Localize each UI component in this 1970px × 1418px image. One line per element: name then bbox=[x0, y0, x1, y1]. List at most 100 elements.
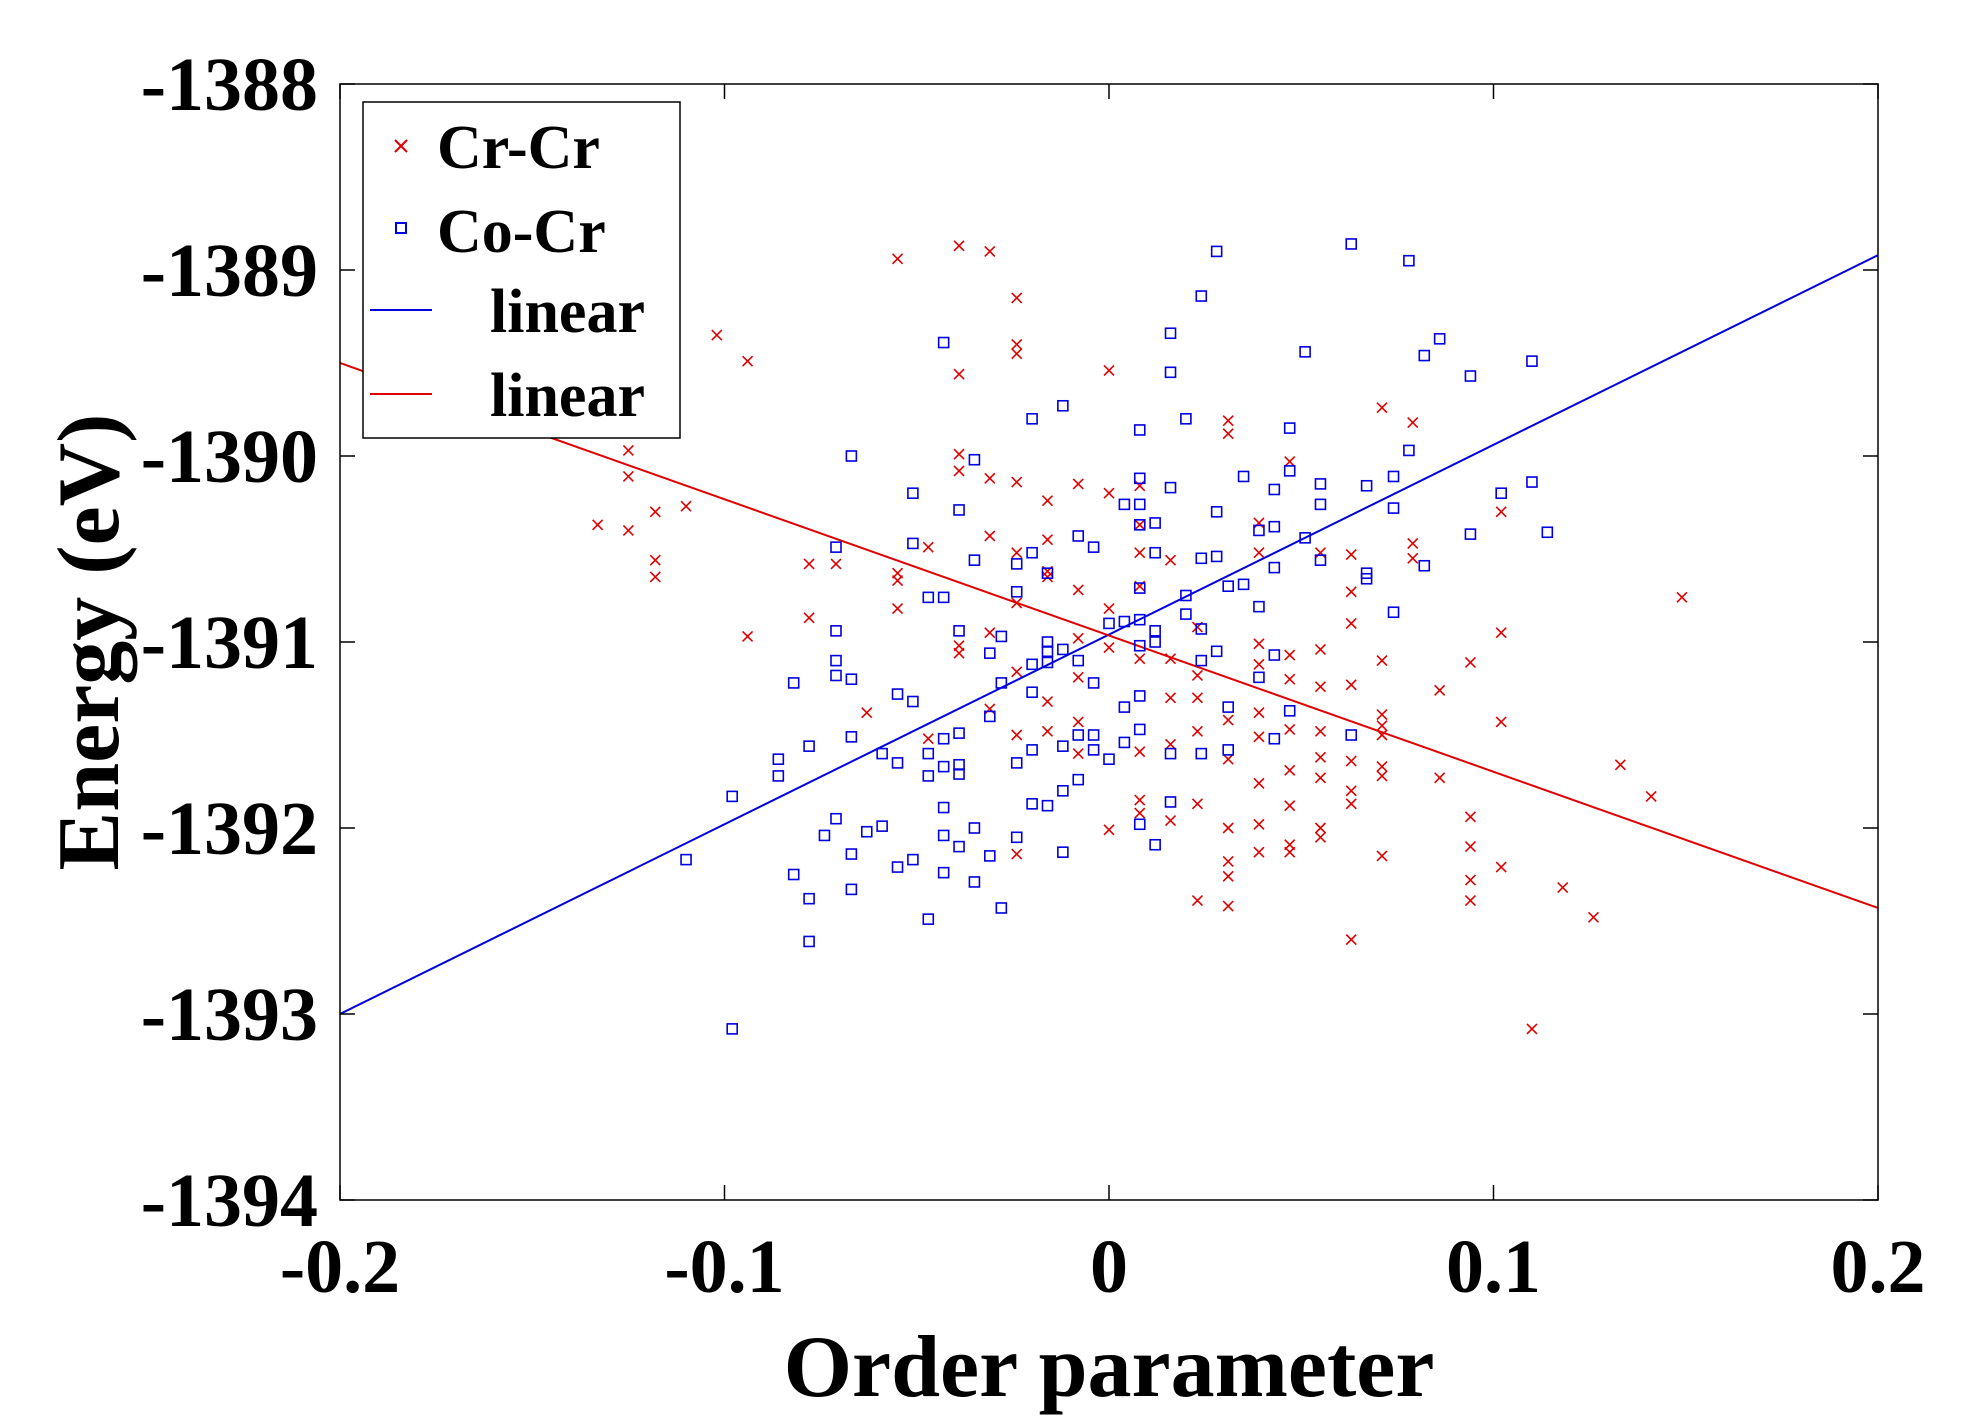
point-co-cr bbox=[830, 812, 842, 825]
x-axis-title: Order parameter bbox=[784, 1319, 1435, 1416]
x-tick-label: 0.2 bbox=[1831, 1225, 1926, 1309]
point-co-cr bbox=[1418, 559, 1431, 572]
point-co-cr bbox=[845, 883, 858, 896]
point-co-cr bbox=[818, 829, 831, 842]
y-axis-title: Energy (eV) bbox=[41, 414, 138, 871]
point-cr-cr bbox=[1072, 716, 1084, 728]
point-co-cr bbox=[1133, 639, 1146, 652]
point-co-cr bbox=[1118, 498, 1131, 511]
point-cr-cr bbox=[1134, 480, 1146, 492]
point-cr-cr bbox=[1314, 772, 1327, 784]
point-cr-cr bbox=[1345, 679, 1357, 691]
point-co-cr bbox=[1195, 747, 1208, 760]
point-cr-cr bbox=[711, 329, 723, 341]
point-cr-cr bbox=[622, 524, 634, 536]
point-co-cr bbox=[1268, 561, 1281, 574]
point-co-cr bbox=[1010, 831, 1023, 844]
point-cr-cr bbox=[1253, 517, 1265, 529]
fit-lines bbox=[340, 254, 1878, 1015]
point-co-cr bbox=[1103, 753, 1115, 765]
point-cr-cr bbox=[1222, 900, 1234, 912]
point-cr-cr bbox=[1314, 547, 1327, 559]
point-co-cr bbox=[891, 757, 904, 769]
point-co-cr bbox=[1195, 290, 1208, 302]
point-cr-cr bbox=[1134, 746, 1146, 758]
point-co-cr bbox=[845, 848, 858, 860]
point-cr-cr bbox=[953, 465, 965, 477]
point-co-cr bbox=[1180, 589, 1192, 602]
point-co-cr bbox=[1433, 333, 1446, 345]
point-cr-cr bbox=[1134, 807, 1146, 819]
point-cr-cr bbox=[1011, 348, 1023, 360]
y-tick-label: -1393 bbox=[141, 973, 318, 1057]
point-co-cr bbox=[876, 747, 888, 760]
point-co-cr bbox=[1418, 349, 1431, 362]
point-cr-cr bbox=[1253, 818, 1265, 830]
point-co-cr bbox=[1403, 444, 1415, 457]
point-co-cr bbox=[1210, 645, 1223, 658]
point-cr-cr bbox=[1191, 669, 1204, 682]
point-cr-cr bbox=[649, 571, 661, 583]
point-co-cr bbox=[953, 840, 965, 853]
point-cr-cr bbox=[1253, 658, 1265, 670]
point-co-cr bbox=[772, 753, 785, 765]
point-cr-cr bbox=[1495, 627, 1507, 639]
point-cr-cr bbox=[1376, 770, 1388, 782]
point-cr-cr bbox=[1376, 850, 1388, 862]
point-cr-cr bbox=[953, 647, 965, 659]
point-co-cr bbox=[1164, 366, 1177, 379]
legend-label-co-cr: Co-Cr bbox=[437, 198, 606, 266]
point-cr-cr bbox=[1191, 725, 1204, 737]
point-co-cr bbox=[995, 630, 1008, 643]
point-co-cr bbox=[937, 801, 950, 814]
point-co-cr bbox=[1541, 526, 1554, 539]
point-cr-cr bbox=[1495, 861, 1507, 873]
point-cr-cr bbox=[1103, 642, 1115, 654]
point-co-cr bbox=[968, 453, 981, 466]
point-co-cr bbox=[1072, 729, 1085, 741]
point-cr-cr bbox=[1345, 934, 1357, 946]
point-co-cr bbox=[1345, 238, 1358, 250]
point-co-cr bbox=[922, 747, 935, 760]
point-co-cr bbox=[1314, 498, 1327, 511]
point-co-cr bbox=[1026, 686, 1038, 699]
y-tick-label: -1389 bbox=[141, 229, 318, 313]
point-co-cr bbox=[1164, 747, 1177, 760]
point-co-cr bbox=[1133, 519, 1146, 531]
point-cr-cr bbox=[1645, 790, 1657, 802]
point-cr-cr bbox=[1103, 487, 1115, 499]
point-cr-cr bbox=[891, 575, 904, 587]
point-cr-cr bbox=[1134, 547, 1146, 559]
point-cr-cr bbox=[1222, 855, 1234, 868]
point-co-cr bbox=[922, 591, 935, 604]
point-co-cr bbox=[1360, 479, 1373, 492]
point-co-cr bbox=[922, 770, 935, 782]
point-co-cr bbox=[1026, 412, 1038, 425]
point-co-cr bbox=[1299, 532, 1311, 544]
point-co-cr bbox=[1057, 643, 1069, 656]
legend-label-linear-red: linear bbox=[490, 362, 645, 430]
point-cr-cr bbox=[1345, 617, 1357, 629]
point-co-cr bbox=[1464, 528, 1477, 540]
point-cr-cr bbox=[1376, 729, 1388, 741]
point-cr-cr bbox=[1222, 428, 1234, 440]
point-co-cr bbox=[891, 861, 904, 873]
point-cr-cr bbox=[1072, 632, 1084, 644]
point-cr-cr bbox=[1464, 656, 1476, 669]
point-cr-cr bbox=[1011, 666, 1023, 678]
point-co-cr bbox=[1026, 744, 1038, 756]
point-co-cr bbox=[937, 866, 950, 879]
point-co-cr bbox=[1118, 736, 1131, 749]
point-cr-cr bbox=[1284, 649, 1296, 661]
point-cr-cr bbox=[1072, 584, 1084, 596]
point-cr-cr bbox=[1526, 1023, 1538, 1035]
point-cr-cr bbox=[1222, 753, 1234, 765]
point-cr-cr bbox=[1464, 874, 1476, 886]
point-co-cr bbox=[830, 541, 842, 553]
point-co-cr bbox=[726, 1023, 738, 1035]
point-cr-cr bbox=[1345, 755, 1357, 767]
point-co-cr bbox=[1253, 600, 1265, 613]
point-cr-cr bbox=[1041, 571, 1054, 583]
axis-ticks bbox=[339, 83, 1879, 1201]
